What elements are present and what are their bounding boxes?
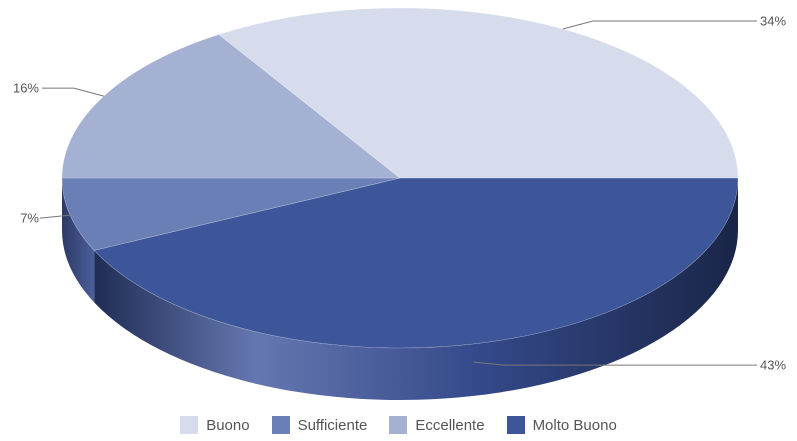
legend-item-buono[interactable]: Buono (180, 416, 250, 434)
legend-swatch (271, 416, 290, 434)
leader-line (473, 361, 757, 366)
legend-label: Molto Buono (532, 416, 617, 434)
legend-label: Eccellente (415, 416, 485, 434)
pie-slice-eccellente[interactable] (61, 34, 401, 179)
leader-line (562, 20, 757, 30)
legend-item-eccellente[interactable]: Eccellente (389, 416, 485, 434)
data-label: 34% (760, 14, 786, 29)
legend-swatch (389, 416, 408, 434)
data-label: 7% (20, 211, 39, 226)
legend-swatch (180, 416, 199, 434)
pie-slices (61, 7, 739, 349)
legend-item-sufficiente[interactable]: Sufficiente (271, 416, 368, 434)
leader-line (42, 87, 104, 97)
legend-item-molto-buono[interactable]: Molto Buono (506, 416, 617, 434)
legend-swatch (506, 416, 525, 434)
pie-leaders (40, 20, 757, 366)
leader-line (40, 214, 71, 219)
data-label: 16% (13, 81, 39, 96)
data-label: 43% (760, 358, 786, 373)
legend: Buono Sufficiente Eccellente Molto Buono (0, 413, 797, 437)
pie-chart: 43% 7% 16% 34% (13, 7, 786, 401)
legend-label: Sufficiente (297, 416, 368, 434)
pie-labels: 43% 7% 16% 34% (13, 14, 786, 373)
pie-slice-molto-buono[interactable] (93, 177, 739, 349)
pie-side-sufficiente (62, 178, 95, 303)
pie-side-molto-buono (94, 178, 739, 401)
pie-sides (62, 178, 739, 401)
legend-label: Buono (206, 416, 250, 434)
pie-slice-sufficiente[interactable] (61, 177, 401, 251)
